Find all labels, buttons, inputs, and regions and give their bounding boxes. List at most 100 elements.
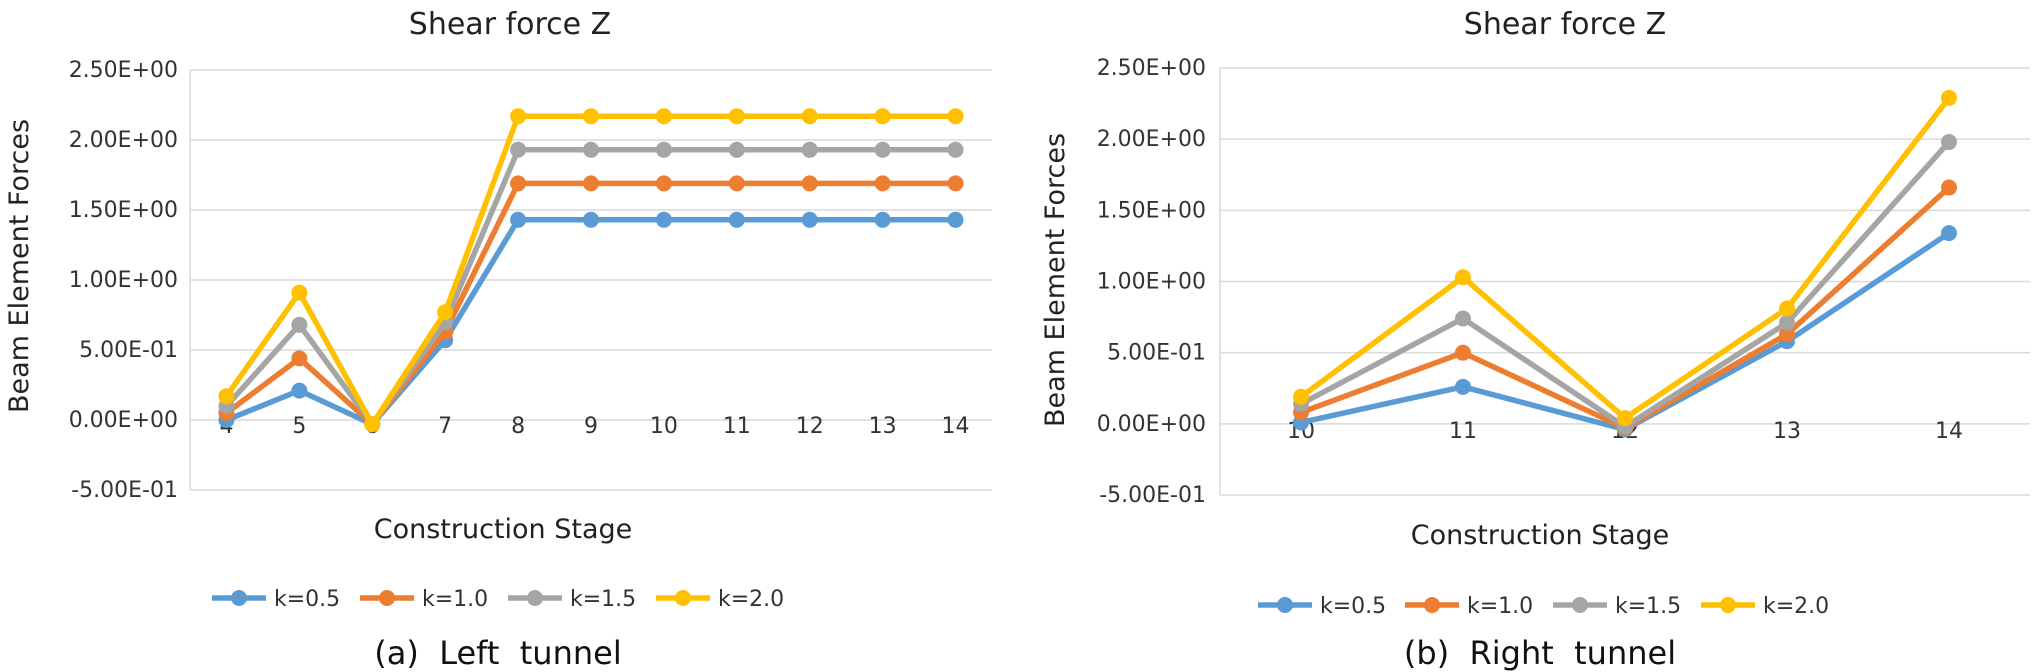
legend-item: k=0.5 (212, 587, 340, 612)
data-point (583, 141, 599, 158)
data-point (1293, 388, 1309, 405)
y-tick-label: 2.00E+00 (69, 128, 178, 153)
legend-swatch-marker (1277, 597, 1293, 613)
series-k=1.5 (218, 141, 964, 433)
data-point (874, 108, 891, 125)
data-point (947, 108, 964, 125)
legend-swatch-marker (675, 590, 691, 606)
series-k=0.5 (218, 211, 964, 433)
y-axis-label: Beam Element Forces (1040, 133, 1071, 427)
legend-swatch-marker (1720, 597, 1736, 613)
y-tick-label: 2.00E+00 (1097, 127, 1206, 152)
data-point (437, 304, 454, 321)
data-point (874, 141, 891, 158)
data-point (874, 211, 891, 228)
data-point (728, 211, 745, 228)
legend-label: k=1.0 (422, 587, 488, 612)
data-point (728, 175, 745, 192)
data-point (947, 211, 964, 228)
legend-swatch-marker (231, 590, 247, 606)
legend-swatch-marker (379, 590, 395, 606)
legend-label: k=0.5 (1320, 594, 1386, 619)
x-tick-label: 8 (511, 414, 525, 439)
data-point (1941, 134, 1957, 151)
y-axis-label: Beam Element Forces (4, 119, 35, 413)
data-point (728, 108, 745, 125)
y-tick-label: -5.00E-01 (71, 478, 178, 503)
y-tick-label: 0.00E+00 (1097, 412, 1206, 437)
data-point (874, 175, 891, 192)
y-tick-label: 0.00E+00 (69, 408, 178, 433)
data-point (510, 175, 527, 192)
data-point (218, 388, 235, 405)
legend-item: k=1.0 (360, 587, 488, 612)
series-k=2.0 (218, 108, 964, 433)
chart-title: Shear force Z (409, 7, 611, 42)
x-tick-label: 5 (292, 414, 306, 439)
legend-item: k=1.5 (508, 587, 636, 612)
y-tick-label: 5.00E-01 (79, 338, 178, 363)
left-tunnel-chart: Shear force Z Beam Element Forces Constr… (4, 7, 992, 672)
right-tunnel-chart: Shear force Z Beam Element Forces Constr… (1020, 0, 2037, 672)
data-point (510, 211, 527, 228)
data-point (1779, 300, 1795, 317)
right-tunnel-chart-svg: Shear force Z Beam Element Forces Constr… (1040, 7, 2030, 672)
legend-label: k=1.5 (570, 587, 636, 612)
data-point (364, 416, 381, 433)
legend-label: k=1.0 (1467, 594, 1533, 619)
y-tick-label: 5.00E-01 (1107, 341, 1206, 366)
y-tick-label: 1.00E+00 (69, 268, 178, 293)
y-tick-label: 2.50E+00 (1097, 56, 1206, 81)
data-point (801, 141, 818, 158)
series-k=2.0 (1293, 89, 1957, 427)
x-tick-label: 13 (1773, 419, 1801, 444)
data-point (510, 141, 527, 158)
chart-caption: (b) Right tunnel (1404, 634, 1676, 672)
legend-swatch-marker (527, 590, 543, 606)
legend-label: k=2.0 (1763, 594, 1829, 619)
x-tick-label: 10 (650, 414, 678, 439)
x-axis-label: Construction Stage (374, 514, 633, 545)
data-point (1455, 344, 1471, 361)
legend-swatch-marker (1572, 597, 1588, 613)
legend-item: k=1.0 (1405, 594, 1533, 619)
y-tick-label: 1.50E+00 (1097, 198, 1206, 223)
x-tick-label: 9 (584, 414, 598, 439)
x-tick-label: 12 (796, 414, 824, 439)
legend-item: k=2.0 (656, 587, 784, 612)
data-point (291, 350, 308, 367)
data-point (291, 284, 308, 301)
series-k=1.5 (1293, 134, 1957, 435)
data-point (801, 108, 818, 125)
x-tick-label: 14 (942, 414, 970, 439)
data-point (801, 211, 818, 228)
series-line (1299, 140, 1952, 430)
data-point (655, 211, 672, 228)
legend-item: k=0.5 (1258, 594, 1386, 619)
legend-item: k=1.5 (1553, 594, 1681, 619)
data-point (1455, 310, 1471, 327)
data-point (291, 382, 308, 399)
x-tick-label: 13 (869, 414, 897, 439)
y-tick-label: -5.00E-01 (1099, 483, 1206, 508)
data-point (1779, 326, 1795, 343)
legend-label: k=2.0 (718, 587, 784, 612)
data-point (655, 141, 672, 158)
series-line (1299, 96, 1952, 421)
x-tick-label: 7 (438, 414, 452, 439)
x-tick-label: 14 (1935, 419, 1963, 444)
data-point (291, 316, 308, 333)
left-tunnel-chart-svg: Shear force Z Beam Element Forces Constr… (4, 7, 992, 672)
data-point (583, 211, 599, 228)
legend-swatch-marker (1424, 597, 1440, 613)
data-point (583, 108, 599, 125)
legend-label: k=1.5 (1615, 594, 1681, 619)
data-point (1455, 378, 1471, 395)
y-tick-label: 2.50E+00 (69, 58, 178, 83)
data-point (1941, 225, 1957, 242)
data-point (947, 141, 964, 158)
legend-label: k=0.5 (274, 587, 340, 612)
x-axis-label: Construction Stage (1411, 520, 1670, 551)
data-point (655, 108, 672, 125)
data-point (510, 108, 527, 125)
